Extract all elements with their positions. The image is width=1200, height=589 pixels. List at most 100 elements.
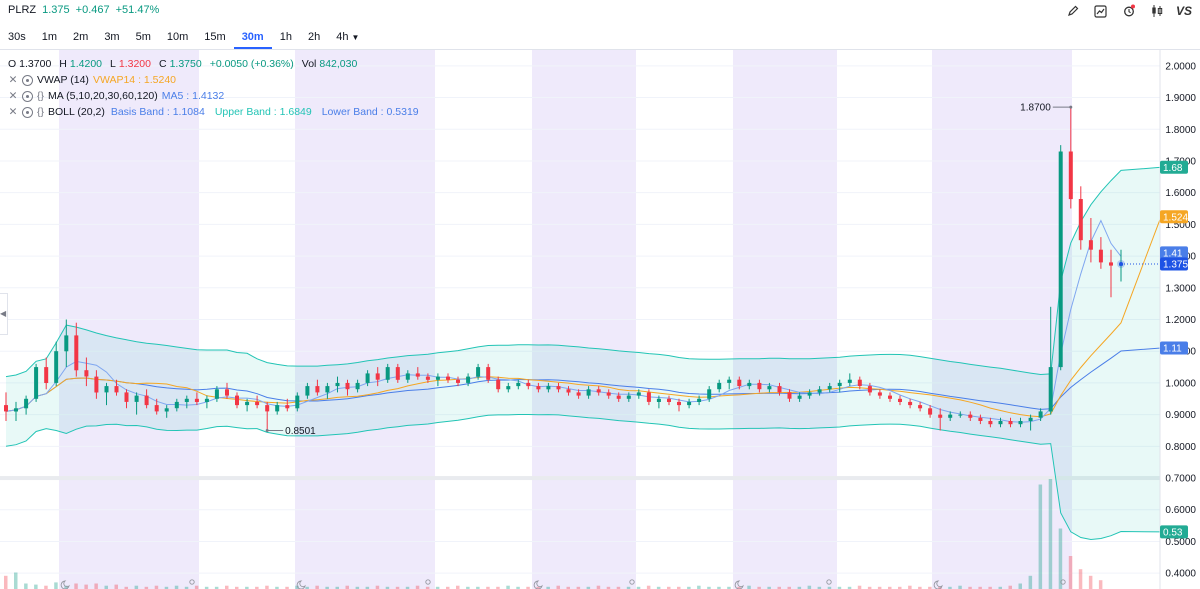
candle-body: [335, 382, 340, 387]
candle-body: [1058, 151, 1063, 368]
indicator-name: BOLL (20,2): [48, 106, 105, 118]
volume-bar: [978, 586, 982, 589]
candle-body: [777, 386, 782, 393]
volume-bar: [295, 585, 299, 589]
interval-2h[interactable]: 2h: [307, 31, 321, 43]
candle: [104, 382, 109, 406]
candle: [938, 408, 943, 431]
price-tick-label: 0.6000: [1165, 505, 1196, 516]
interval-4h-dropdown[interactable]: 4h ▼: [328, 27, 367, 47]
candle-body: [425, 376, 430, 380]
volume-bar: [476, 586, 480, 589]
candle: [737, 376, 742, 390]
settings-icon[interactable]: {}: [37, 90, 45, 102]
price-scale: [1160, 50, 1200, 589]
candle: [516, 379, 521, 390]
candle: [1088, 218, 1093, 263]
candle-body: [1068, 151, 1073, 200]
volume-bar: [124, 586, 128, 589]
crosshair-line: [0, 476, 1160, 481]
volume-bar: [717, 586, 721, 589]
visibility-icon[interactable]: [22, 106, 33, 118]
candle: [1018, 417, 1023, 428]
candle: [526, 379, 531, 390]
candle-body: [536, 386, 541, 390]
interval-1m[interactable]: 1m: [41, 31, 58, 43]
settings-icon[interactable]: {}: [37, 106, 45, 118]
volume-bar: [928, 586, 932, 589]
volume-bar: [375, 585, 380, 589]
remove-icon[interactable]: ✕: [8, 106, 18, 118]
volume-bar: [918, 586, 922, 589]
volume-bar: [1098, 580, 1103, 589]
candle-body: [446, 376, 450, 380]
volume-bar: [536, 586, 540, 589]
alert-icon[interactable]: [1120, 2, 1138, 20]
vs-icon[interactable]: VS: [1175, 4, 1192, 18]
interval-15m[interactable]: 15m: [204, 31, 226, 43]
interval-3m[interactable]: 3m: [104, 31, 120, 43]
volume-bar: [104, 585, 108, 589]
visibility-icon[interactable]: [22, 90, 33, 102]
volume-bar: [255, 586, 259, 589]
volume-bar: [767, 586, 771, 589]
candle-body: [1018, 421, 1023, 425]
candle-body: [586, 389, 591, 396]
candle: [958, 411, 963, 418]
candle: [345, 379, 350, 396]
volume-bar: [114, 584, 118, 589]
price-chart[interactable]: 1.87000.85012.00001.90001.80001.70001.60…: [0, 50, 1200, 589]
candle: [385, 363, 390, 383]
candle-body: [837, 382, 842, 387]
candle-body: [867, 386, 872, 393]
candle: [556, 382, 561, 393]
interval-5m[interactable]: 5m: [135, 31, 151, 43]
candle: [375, 367, 380, 387]
volume-bar: [305, 586, 309, 589]
candles-icon[interactable]: [1148, 2, 1166, 20]
chevron-left-icon[interactable]: ◀: [0, 293, 8, 335]
volume-bar: [707, 586, 711, 589]
volume-bar: [998, 586, 1002, 589]
volume-bar: [385, 586, 390, 589]
candle: [184, 395, 189, 409]
high-value: 1.4200: [69, 58, 103, 70]
visibility-icon[interactable]: [22, 74, 33, 86]
candle: [1068, 107, 1073, 209]
candle-body: [606, 392, 611, 396]
low-marker-dot: [265, 428, 269, 432]
candle-body: [817, 389, 822, 393]
candle-body: [1078, 199, 1083, 241]
price-tick-label: 1.2000: [1165, 315, 1196, 326]
volume-bar: [325, 586, 329, 589]
pencil-icon[interactable]: [1064, 2, 1082, 20]
interval-2m[interactable]: 2m: [73, 31, 89, 43]
indicator-boll: ✕ {} BOLL (20,2) Basis Band : 1.1084 Upp…: [8, 106, 419, 118]
candle-body: [908, 401, 913, 406]
candle: [275, 401, 280, 415]
candle-body: [646, 392, 651, 402]
candle-body: [576, 392, 581, 396]
interval-30s[interactable]: 30s: [8, 31, 26, 43]
candle-body: [466, 376, 471, 383]
indicator-value: VWAP14 : 1.5240: [92, 74, 177, 86]
candle: [837, 379, 842, 393]
interval-30m[interactable]: 30m: [233, 27, 272, 49]
interval-4h-label: 4h: [336, 31, 349, 43]
symbol-name[interactable]: PLRZ: [8, 4, 37, 16]
divider: [0, 49, 1200, 50]
bollinger-lower-line: [5, 414, 1162, 541]
interval-1h[interactable]: 1h: [279, 31, 292, 43]
price-tag: [1160, 160, 1188, 174]
remove-icon[interactable]: ✕: [8, 74, 18, 86]
volume-bar: [496, 586, 500, 589]
candle: [395, 363, 400, 383]
candle: [857, 376, 862, 390]
candle: [777, 382, 782, 396]
remove-icon[interactable]: ✕: [8, 90, 18, 102]
chart-icon[interactable]: [1092, 2, 1110, 20]
candle-body: [94, 376, 99, 393]
volume-bar: [727, 586, 731, 589]
interval-10m[interactable]: 10m: [166, 31, 189, 43]
candle: [124, 389, 129, 409]
